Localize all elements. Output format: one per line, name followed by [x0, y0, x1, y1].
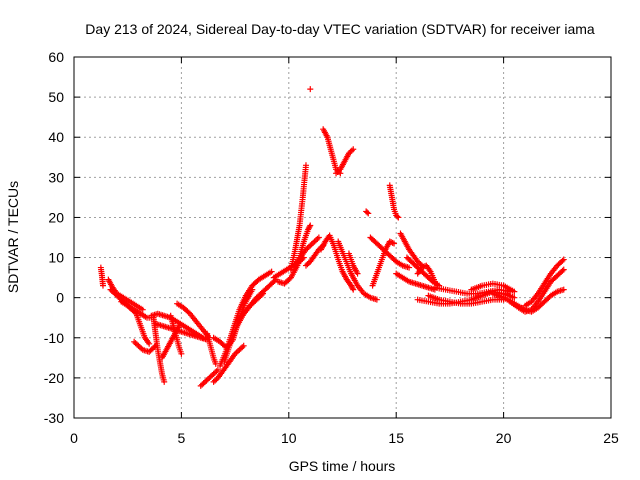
data-point — [268, 268, 275, 275]
data-point — [560, 286, 567, 293]
series-arc32 — [367, 234, 413, 271]
series-arc16 — [217, 268, 275, 369]
x-tick-label: 10 — [281, 430, 297, 446]
x-tick-label: 20 — [496, 430, 512, 446]
data-point — [406, 264, 413, 271]
data-point — [178, 350, 185, 357]
data-point — [240, 342, 247, 349]
data-point — [161, 378, 168, 385]
y-tick-label: -30 — [44, 410, 64, 426]
series-arc11 — [174, 300, 213, 341]
data-point — [99, 282, 106, 289]
y-tick-label: 20 — [48, 209, 64, 225]
data-point — [560, 256, 567, 263]
data-point — [354, 270, 361, 277]
series-arc25 — [318, 232, 357, 293]
grid-lines — [74, 57, 611, 418]
data-point — [431, 278, 438, 285]
y-tick-label: 0 — [56, 290, 64, 306]
data-point — [307, 222, 314, 229]
data-point-fill — [364, 209, 371, 216]
data-point — [307, 86, 314, 93]
series-arc22 — [292, 222, 314, 269]
data-point — [560, 266, 567, 273]
y-tick-label: -20 — [44, 370, 64, 386]
data-point — [511, 294, 518, 301]
y-tick-label: 40 — [48, 129, 64, 145]
series-arc14 — [210, 342, 247, 385]
y-tick-label: 60 — [48, 49, 64, 65]
data-point — [365, 210, 372, 217]
data-point — [146, 340, 153, 347]
series-arc44 — [522, 256, 567, 309]
series-arc1 — [97, 264, 106, 289]
data-point — [302, 162, 309, 169]
x-tick-label: 25 — [603, 430, 619, 446]
data-point — [373, 296, 380, 303]
data-point — [391, 240, 398, 247]
series-arc34 — [393, 270, 438, 293]
series-arc24 — [307, 86, 314, 93]
series-arc12 — [197, 366, 221, 389]
series-arc15 — [210, 286, 256, 351]
series-arc41 — [468, 280, 518, 295]
series-arc33 — [386, 182, 402, 221]
data-point-fill — [151, 344, 158, 351]
series-arc43 — [507, 266, 567, 315]
x-tick-label: 5 — [178, 430, 186, 446]
y-tick-label: 10 — [48, 250, 64, 266]
data-point-fill — [559, 267, 566, 274]
series-arc40 — [431, 284, 514, 297]
series-arc39 — [425, 292, 507, 307]
series-arc29 — [345, 250, 361, 277]
axis-ticks: 0 5 10 15 20 25 -30 -20 -10 0 10 20 30 40 50 60 — [44, 49, 619, 446]
series-arc13 — [204, 330, 219, 367]
data-point-fill — [271, 277, 278, 284]
data-point-fill — [349, 285, 356, 292]
data-point-fill — [394, 213, 401, 220]
series-arc21 — [287, 162, 309, 273]
data-point — [511, 288, 518, 295]
data-point-fill — [559, 257, 566, 264]
data-point-fill — [306, 223, 313, 230]
y-tick-label: -10 — [44, 330, 64, 346]
data-point — [214, 366, 221, 373]
x-tick-label: 15 — [388, 430, 404, 446]
series-arc27 — [333, 146, 357, 177]
y-axis-label: SDTVAR / TECUs — [5, 181, 21, 293]
series-arc10 — [167, 312, 185, 357]
series-arc18 — [234, 276, 279, 325]
x-tick-label: 0 — [70, 430, 78, 446]
data-point — [315, 234, 322, 241]
data-point — [350, 146, 357, 153]
x-axis-label: GPS time / hours — [289, 458, 396, 474]
chart-title: Day 213 of 2024, Sidereal Day-to-day VTE… — [85, 21, 595, 37]
series-arc28 — [335, 238, 380, 303]
data-point — [176, 322, 183, 329]
y-tick-label: 50 — [48, 89, 64, 105]
data-point — [350, 286, 357, 293]
series-arc37 — [414, 262, 438, 285]
plot-frame — [73, 56, 612, 419]
data-marks — [97, 86, 567, 389]
y-tick-label: 30 — [48, 169, 64, 185]
series-arc6 — [150, 314, 168, 385]
data-point — [212, 360, 219, 367]
series-arc31 — [369, 238, 398, 289]
series-arc30 — [363, 208, 372, 217]
data-point — [139, 306, 146, 313]
data-point — [395, 214, 402, 221]
